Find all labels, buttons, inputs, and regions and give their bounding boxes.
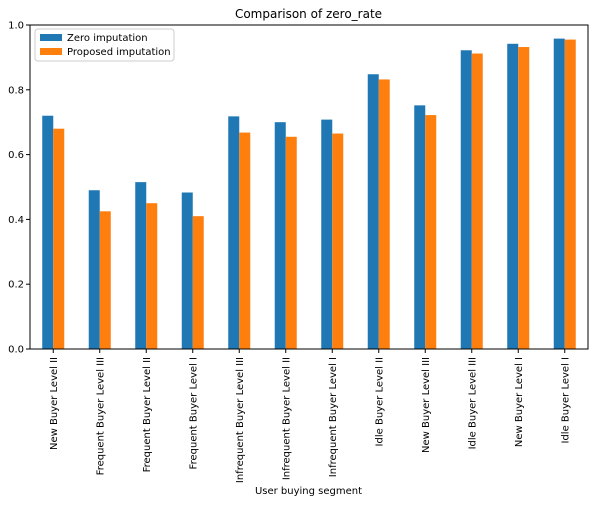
bar-proposed-imputation (425, 115, 437, 350)
bar-proposed-imputation (99, 211, 111, 349)
bar-proposed-imputation (564, 39, 576, 349)
x-axis-label: User buying segment (255, 486, 362, 497)
y-tick-label: 0.0 (8, 345, 24, 356)
bars-layer (42, 38, 576, 350)
bar-proposed-imputation (518, 47, 530, 349)
y-axis: 0.0 0.2 0.4 0.6 0.8 1.0 (8, 21, 30, 356)
x-tick-label: Frequent Buyer Level III (95, 357, 106, 475)
x-tick-label: Frequent Buyer Level I (188, 357, 199, 469)
bar-zero-imputation (228, 116, 240, 349)
x-tick-label: Idle Buyer Level III (467, 357, 478, 449)
y-tick-label: 0.2 (8, 280, 24, 291)
x-tick-label: New Buyer Level I (514, 357, 525, 447)
y-tick-label: 1.0 (8, 21, 24, 32)
y-tick-label: 0.6 (8, 150, 24, 161)
x-tick-label: Infrequent Buyer Level II (281, 357, 292, 480)
legend: Zero imputation Proposed imputation (34, 28, 175, 62)
plot-frame (29, 24, 589, 350)
bar-proposed-imputation (285, 136, 297, 349)
legend-swatch (40, 34, 62, 41)
bar-proposed-imputation (192, 216, 204, 349)
legend-box (34, 28, 175, 62)
bar-proposed-imputation (146, 203, 158, 349)
bar-zero-imputation (321, 119, 333, 349)
chart-title: Comparison of zero_rate (235, 7, 382, 21)
x-tick-label: Infrequent Buyer Level III (235, 357, 246, 483)
bar-proposed-imputation (332, 133, 344, 349)
bar-zero-imputation (460, 50, 472, 349)
x-tick-label: New Buyer Level III (421, 357, 432, 453)
bar-zero-imputation (88, 190, 100, 349)
legend-label: Proposed imputation (67, 47, 171, 58)
x-tick-label: Frequent Buyer Level II (142, 357, 153, 472)
y-tick-label: 0.4 (8, 215, 24, 226)
x-tick-label: Idle Buyer Level I (560, 357, 571, 444)
x-tick-label: Infrequent Buyer Level I (328, 357, 339, 477)
bar-zero-imputation (367, 74, 379, 350)
bar-zero-imputation (181, 192, 193, 349)
bar-zero-imputation (553, 38, 565, 349)
bar-proposed-imputation (378, 79, 390, 349)
legend-label: Zero imputation (67, 33, 148, 44)
y-tick-label: 0.8 (8, 85, 24, 96)
bar-zero-imputation (507, 43, 519, 350)
x-tick-label: New Buyer Level II (49, 357, 60, 450)
bar-proposed-imputation (53, 128, 65, 349)
bar-zero-imputation (42, 115, 54, 349)
x-tick-label: Idle Buyer Level II (374, 357, 385, 446)
bar-zero-imputation (135, 182, 147, 349)
bar-proposed-imputation (471, 53, 483, 350)
x-axis: New Buyer Level II Frequent Buyer Level I… (49, 349, 571, 483)
bar-zero-imputation (414, 105, 426, 350)
legend-swatch (40, 48, 62, 55)
bar-zero-imputation (274, 122, 286, 349)
bar-proposed-imputation (239, 132, 251, 349)
